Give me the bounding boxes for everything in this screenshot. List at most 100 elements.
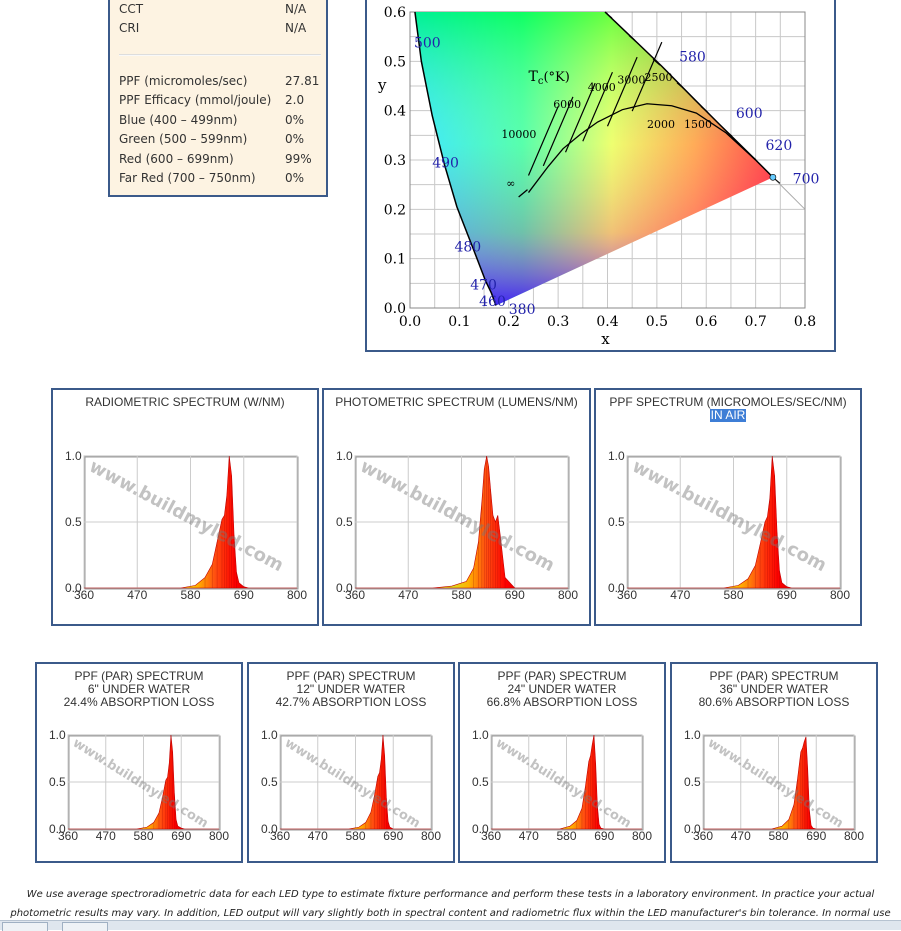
spec-label: PPF Efficacy (mmol/joule)	[119, 93, 272, 107]
spec-row-efficacy: PPF Efficacy (mmol/joule) 2.0	[119, 93, 324, 109]
plot-shadow	[703, 735, 856, 831]
x-tick-label: 580	[133, 829, 153, 843]
x-tick-label: 360	[693, 829, 713, 843]
spec-label: Far Red (700 – 750nm)	[119, 171, 256, 185]
spec-label: CCT	[119, 2, 144, 16]
ppf-spectrum-panel: PPF SPECTRUM (MICROMOLES/SEC/NM) IN AIR …	[594, 388, 862, 626]
y-tick-label: 0.6	[384, 5, 406, 21]
x-axis-label: x	[601, 330, 610, 348]
plot-shadow	[627, 456, 842, 590]
panel-title: PHOTOMETRIC SPECTRUM (LUMENS/NM)	[324, 396, 589, 409]
x-tick-label: 0.1	[448, 314, 470, 330]
cct-label: 10000	[501, 128, 536, 141]
spectrum-area	[703, 736, 854, 830]
x-tick-label: 470	[96, 829, 116, 843]
cct-label: 2500	[645, 71, 673, 84]
spec-divider	[119, 54, 321, 56]
spec-row-ppf: PPF (micromoles/sec) 27.81	[119, 74, 324, 90]
planckian-locus	[527, 103, 757, 193]
cct-label: 1500	[684, 118, 712, 131]
y-tick-label: 0.0	[261, 822, 278, 836]
locus-tick	[628, 35, 637, 42]
panel-title-line: PPF (PAR) SPECTRUM	[74, 669, 204, 683]
ppf-36in-panel: PPF (PAR) SPECTRUM 36" UNDER WATER 80.6%…	[670, 662, 878, 863]
panel-title-line: 36" UNDER WATER	[719, 682, 829, 696]
x-tick-label: 690	[777, 588, 797, 602]
wavelength-label: 470	[470, 277, 497, 293]
wavelength-label: 620	[766, 138, 793, 154]
x-tick-label: 360	[58, 829, 78, 843]
x-tick-label: 0.7	[744, 314, 766, 330]
panel-title: RADIOMETRIC SPECTRUM (W/NM)	[53, 396, 317, 409]
isotherm-line	[606, 56, 638, 127]
x-tick-label: 360	[270, 829, 290, 843]
ppf-6in-panel: PPF (PAR) SPECTRUM 6" UNDER WATER 24.4% …	[35, 662, 243, 863]
spec-row-far-red: Far Red (700 – 750nm) 0%	[119, 171, 324, 187]
taskbar-window-button[interactable]	[62, 922, 108, 931]
wavelength-label: 480	[454, 239, 481, 255]
panel-title-line: PPF (PAR) SPECTRUM	[709, 669, 839, 683]
wavelength-label: 500	[414, 36, 441, 52]
y-tick-label: 0.0	[608, 581, 625, 595]
spec-row-green: Green (500 – 599nm) 0%	[119, 132, 324, 148]
wavelength-label: 580	[679, 49, 706, 65]
wavelength-label: 460	[479, 294, 506, 310]
x-tick-label: 580	[556, 829, 576, 843]
x-tick-label: 360	[617, 588, 637, 602]
x-tick-label: 580	[345, 829, 365, 843]
disclaimer-line-1: We use average spectroradiometric data f…	[26, 889, 875, 900]
x-tick-label: 470	[519, 829, 539, 843]
cct-label: 3000	[617, 74, 645, 87]
panel-title-line: 24.4% ABSORPTION LOSS	[63, 695, 215, 709]
y-tick-label: 0.5	[472, 775, 489, 789]
isotherm-line	[527, 106, 559, 176]
y-tick-label: 0.4	[384, 104, 406, 120]
taskbar-start-button[interactable]	[2, 922, 48, 931]
x-tick-label: 360	[481, 829, 501, 843]
spec-value: 2.0	[285, 93, 305, 107]
x-tick-label: 800	[421, 829, 441, 843]
radiometric-spectrum-panel: RADIOMETRIC SPECTRUM (W/NM) www.buildmyl…	[51, 388, 319, 626]
panel-title-line: PPF SPECTRUM (MICROMOLES/SEC/NM)	[609, 395, 847, 409]
y-tick-label: 0.5	[684, 775, 701, 789]
y-tick-label: 0.0	[49, 822, 66, 836]
x-tick-label: 690	[505, 588, 525, 602]
plot-shadow	[68, 735, 221, 831]
spec-label: Red (600 – 699nm)	[119, 152, 234, 166]
isotherm-line	[542, 96, 574, 167]
wavelength-label: 600	[736, 106, 763, 122]
spec-row-blue: Blue (400 – 499nm) 0%	[119, 113, 324, 129]
x-tick-label: 580	[723, 588, 743, 602]
y-tick-label: 0.5	[49, 775, 66, 789]
y-tick-label: 0.5	[65, 515, 82, 529]
plot-shadow	[355, 456, 570, 590]
photometric-spectrum-panel: PHOTOMETRIC SPECTRUM (LUMENS/NM) www.bui…	[322, 388, 591, 626]
spec-label: CRI	[119, 21, 140, 35]
x-tick-label: 360	[345, 588, 365, 602]
panel-title-line: RADIOMETRIC SPECTRUM (W/NM)	[85, 395, 285, 409]
panel-title-line: 24" UNDER WATER	[507, 682, 617, 696]
panel-title-line: 12" UNDER WATER	[296, 682, 406, 696]
locus-tick	[724, 129, 733, 137]
y-tick-label: 0.0	[684, 822, 701, 836]
panel-title: PPF (PAR) SPECTRUM 24" UNDER WATER 66.8%…	[460, 670, 664, 709]
x-tick-label: 0.3	[547, 314, 569, 330]
y-tick-label: 1.0	[472, 728, 489, 742]
y-tick-label: 1.0	[336, 449, 353, 463]
panel-title: PPF (PAR) SPECTRUM 36" UNDER WATER 80.6%…	[672, 670, 876, 709]
y-tick-label: 0.0	[65, 581, 82, 595]
spec-value: 0%	[285, 113, 305, 127]
wavelength-label: 700	[793, 172, 820, 188]
x-tick-label: 800	[287, 588, 307, 602]
spectral-locus	[414, 11, 497, 306]
taskbar	[0, 920, 901, 931]
infinity-cap	[518, 189, 528, 198]
y-tick-label: 0.5	[336, 515, 353, 529]
plot-shadow	[280, 735, 433, 831]
spec-row-cct: CCT N/A	[119, 2, 324, 18]
x-tick-label: 800	[830, 588, 850, 602]
spec-label: PPF (micromoles/sec)	[119, 74, 248, 88]
